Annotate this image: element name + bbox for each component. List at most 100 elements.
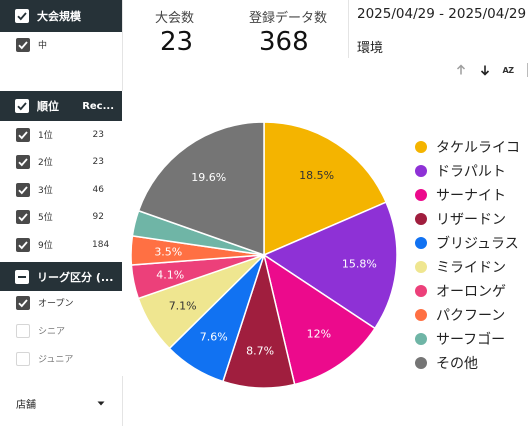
legend-item[interactable]: サーナイト (415, 183, 520, 207)
legend-label: パクフーン (436, 308, 506, 324)
checkbox-indeterminate-icon[interactable] (15, 269, 29, 284)
pie-slice-label: 15.8% (342, 257, 377, 270)
sort-az-icon: AZ (502, 65, 515, 75)
checkbox-checked-icon[interactable] (15, 9, 29, 23)
filter-rank-item[interactable]: 5位 92 (0, 203, 122, 230)
filter-rank-count: 23 (92, 156, 104, 167)
environment-label: 環境 (357, 41, 384, 56)
legend-item[interactable]: サーフゴー (415, 327, 520, 351)
legend-swatch (415, 357, 427, 369)
pie-slice[interactable] (263, 121, 388, 257)
pie-slice[interactable] (131, 209, 265, 256)
sort-ascending-button[interactable] (453, 62, 469, 78)
checkbox-checked-icon[interactable] (15, 99, 29, 113)
legend-label: その他 (436, 356, 478, 372)
filter-rank-item[interactable]: 2位 23 (0, 148, 122, 175)
pie-slice[interactable] (130, 234, 265, 266)
checkbox-checked-icon[interactable] (16, 127, 30, 142)
arrow-up-icon (456, 64, 466, 75)
filter-rank-label: 1位 (38, 131, 53, 141)
checkbox-checked-icon[interactable] (16, 295, 30, 310)
filter-rank-count: 184 (92, 239, 110, 250)
legend-item[interactable]: パクフーン (415, 303, 520, 327)
checkbox-checked-icon[interactable] (16, 37, 30, 52)
pie-slice[interactable] (130, 254, 265, 300)
pie-slice-label: 7.1% (169, 300, 197, 313)
legend-item[interactable]: オーロンゲ (415, 279, 520, 303)
legend-item[interactable]: ドラパルト (415, 159, 520, 183)
filter-league-title: リーグ区分 (... (37, 270, 114, 284)
pie-slice[interactable] (262, 201, 398, 330)
store-dropdown-label: 店舗 (16, 399, 36, 411)
sort-descending-button[interactable] (477, 62, 493, 78)
filter-rank-title: 順位 (37, 100, 59, 113)
kpi-registrations-label: 登録データ数 (249, 11, 328, 26)
filter-league-label: シニア (38, 327, 66, 337)
kpi-registrations-value: 368 (259, 27, 309, 57)
pie-slice[interactable] (137, 254, 265, 350)
pie-slice[interactable] (168, 254, 265, 383)
pie-slice[interactable] (262, 253, 376, 386)
pie-slice[interactable] (221, 252, 296, 389)
filter-rank-label: 9位 (38, 241, 53, 251)
legend-label: サーフゴー (436, 332, 506, 348)
pie-slice-label: 12% (307, 328, 331, 341)
filter-size-item[interactable]: 中 (0, 31, 122, 58)
legend-swatch (415, 165, 427, 177)
checkbox-checked-icon[interactable] (16, 182, 30, 197)
pie-slice-label: 18.5% (299, 169, 334, 182)
filter-league-item[interactable]: オープン (0, 289, 122, 316)
filter-rank-count: 46 (92, 184, 104, 195)
pie-slice-label: 7.6% (200, 330, 228, 343)
divider (348, 0, 349, 58)
filter-size-label: 中 (38, 41, 48, 51)
legend-item[interactable]: タケルライコ (415, 135, 520, 159)
legend-swatch (415, 141, 427, 153)
filter-size-header[interactable]: 大会規模 (0, 0, 122, 32)
legend-swatch (415, 333, 427, 345)
filter-rank-item[interactable]: 9位 184 (0, 231, 122, 258)
checkbox-checked-icon[interactable] (16, 237, 30, 252)
legend-item[interactable]: リザードン (415, 207, 520, 231)
checkbox-unchecked-icon[interactable] (16, 351, 30, 366)
legend-swatch (415, 189, 427, 201)
legend-label: ブリジュラス (436, 236, 519, 252)
caret-down-icon (97, 398, 105, 409)
filter-league-item[interactable]: シニア (0, 317, 122, 344)
filter-league-item[interactable]: ジュニア (0, 345, 122, 372)
checkbox-checked-icon[interactable] (16, 154, 30, 169)
legend-item[interactable]: その他 (415, 351, 520, 375)
filter-rank-count-header[interactable]: Rec... (82, 100, 114, 112)
filter-size-title: 大会規模 (37, 10, 81, 23)
filter-rank-header[interactable]: 順位 Rec... (0, 91, 122, 121)
checkbox-checked-icon[interactable] (16, 209, 30, 224)
filter-rank-label: 2位 (38, 158, 53, 168)
pie-slice-label: 4.1% (156, 268, 184, 281)
legend-swatch (415, 309, 427, 321)
legend-label: オーロンゲ (436, 284, 506, 300)
pie-slice-label: 3.5% (154, 246, 182, 259)
pie-slice[interactable] (137, 121, 265, 257)
legend-item[interactable]: ブリジュラス (415, 231, 520, 255)
legend-label: サーナイト (436, 188, 506, 204)
legend-item[interactable]: ミライドン (415, 255, 520, 279)
filter-league-header[interactable]: リーグ区分 (... (0, 262, 122, 291)
legend-swatch (415, 285, 427, 297)
legend-label: ミライドン (436, 260, 506, 276)
pie-slice-label: 8.7% (246, 345, 274, 358)
checkbox-unchecked-icon[interactable] (16, 323, 30, 338)
legend-label: リザードン (436, 212, 506, 228)
date-range[interactable]: 2025/04/29 - 2025/04/29 (357, 6, 527, 22)
sort-alphabetical-button[interactable]: AZ (500, 62, 516, 78)
divider (122, 376, 123, 426)
divider (122, 0, 123, 91)
store-dropdown[interactable]: 店舗 (0, 392, 122, 414)
filter-league-label: オープン (38, 299, 74, 309)
filter-rank-item[interactable]: 1位 23 (0, 121, 122, 148)
legend-swatch (415, 237, 427, 249)
kpi-tournaments-value: 23 (160, 27, 194, 57)
filter-rank-label: 5位 (38, 213, 53, 223)
filter-rank-count: 92 (92, 211, 104, 222)
divider (527, 63, 528, 77)
filter-rank-item[interactable]: 3位 46 (0, 176, 122, 203)
